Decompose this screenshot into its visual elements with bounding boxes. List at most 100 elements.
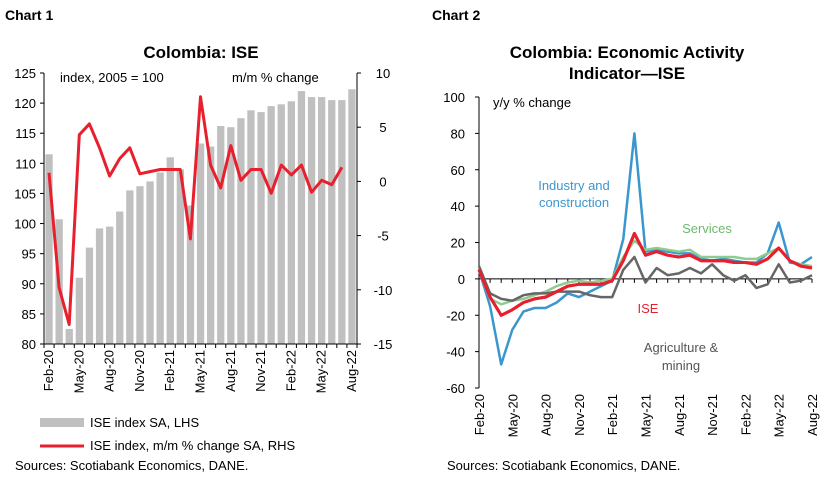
- chart1-left-tick-label: 85: [22, 307, 36, 322]
- chart1-left-tick-label: 110: [15, 156, 36, 171]
- chart1-x-tick-label: Feb-20: [41, 350, 56, 391]
- chart2-x-tick-label: May-21: [639, 394, 654, 437]
- series-line-ise-top: [477, 231, 813, 317]
- chart1-source: Sources: Scotiabank Economics, DANE.: [15, 458, 248, 473]
- chart2-x-tick-label: Feb-21: [605, 394, 620, 435]
- chart2-x-tick-label: Aug-20: [539, 394, 554, 436]
- chart2-x-tick-label: May-22: [772, 394, 787, 437]
- chart1-header: Chart 1: [5, 7, 53, 23]
- chart1-x-tick-label: May-21: [193, 350, 208, 393]
- bar-Jun-20: [85, 247, 94, 344]
- chart2-y-tick-label: 60: [451, 163, 465, 178]
- bar-Oct-20: [126, 190, 134, 344]
- bar-Nov-20: [136, 186, 144, 344]
- chart1-left-tick-label: 90: [22, 277, 36, 292]
- bar-Mar-22: [297, 91, 306, 344]
- chart1-left-tick-label: 95: [22, 247, 36, 262]
- label-industry-line2: construction: [539, 195, 609, 210]
- chart2-y-axis-label: y/y % change: [493, 95, 571, 110]
- bar-Dec-20: [146, 181, 154, 344]
- chart2-y-tick-label: 80: [451, 126, 465, 141]
- chart2-y-tick-label: 20: [451, 236, 465, 251]
- chart1-right-tick-label: 10: [376, 66, 390, 81]
- label-agriculture-line1: Agriculture &: [644, 340, 719, 355]
- chart1-left-axis-label: index, 2005 = 100: [60, 70, 164, 85]
- chart1-x-tick-label: Aug-20: [102, 350, 117, 392]
- chart1-left-tick-label: 105: [14, 186, 36, 201]
- chart2-x-tick-label: Feb-22: [738, 394, 753, 435]
- bar-Apr-21: [186, 205, 195, 344]
- label-agriculture-line2: mining: [662, 358, 700, 373]
- bar-Feb-22: [287, 101, 295, 344]
- series-line-agriculture-mining: [477, 255, 813, 302]
- bar-Sep-20: [116, 211, 124, 344]
- bar-Apr-22: [307, 97, 316, 344]
- bar-Sep-21: [237, 118, 245, 344]
- chart2-x-tick-label: May-20: [505, 394, 520, 437]
- chart2-x-tick-label: Nov-21: [705, 394, 720, 436]
- chart2-title-line1: Colombia: Economic Activity: [510, 43, 745, 62]
- chart2-y-tick-label: -40: [446, 345, 465, 360]
- chart2-x-tick-label: Feb-20: [472, 394, 487, 435]
- chart1-left-tick-label: 115: [15, 126, 36, 141]
- bar-Nov-21: [257, 112, 265, 344]
- bar-Jun-22: [328, 100, 336, 344]
- bar-Jul-21: [217, 126, 225, 344]
- bar-May-22: [318, 97, 326, 344]
- chart2-header: Chart 2: [432, 7, 480, 23]
- bar-Aug-21: [227, 127, 235, 344]
- legend-line-label: ISE index, m/m % change SA, RHS: [90, 438, 296, 453]
- chart2-source: Sources: Scotiabank Economics, DANE.: [447, 458, 680, 473]
- chart1-x-tick-label: Nov-20: [132, 350, 147, 392]
- chart1-x-tick-label: Nov-21: [253, 350, 268, 392]
- bar-Apr-20: [65, 328, 73, 344]
- chart2-title-line2: Indicator—ISE: [569, 64, 685, 83]
- chart2-y-tick-label: 40: [451, 199, 465, 214]
- chart1-plot-area: 80 85 90 95 100 105 110 115 120 125 -15 -10 -5 0 5 10 Fe…: [14, 66, 392, 393]
- chart1-left-tick-label: 100: [14, 217, 36, 232]
- bar-Feb-20: [45, 154, 53, 344]
- chart1-right-tick-label: 5: [379, 120, 386, 135]
- chart1-x-tick-label: Feb-21: [162, 350, 177, 391]
- label-services: Services: [682, 221, 732, 236]
- chart1-left-tick-label: 80: [22, 337, 36, 352]
- bar-Mar-21: [176, 169, 184, 344]
- chart2-x-tick-label: Aug-22: [805, 394, 820, 436]
- chart2-y-tick-label: -20: [446, 308, 465, 323]
- series-line-services: [477, 239, 813, 306]
- chart1-right-tick-label: -10: [374, 283, 393, 298]
- label-ise: ISE: [638, 301, 659, 316]
- series-line-industry-and-construction: [477, 132, 813, 366]
- bar-Jan-21: [156, 172, 164, 344]
- chart2-plot-area: -60 -40 -20 0 20 40 60 80 100 Feb-20 May-20 Aug-20 N…: [443, 90, 820, 437]
- bar-Jun-21: [207, 146, 215, 344]
- series-line-ise-mm: [47, 95, 344, 326]
- chart1-right-axis-label: m/m % change: [232, 70, 319, 85]
- chart1-right-tick-label: -15: [374, 337, 393, 352]
- bar-Oct-21: [247, 110, 255, 344]
- chart1-x-tick-label: May-20: [71, 350, 86, 393]
- chart1-x-tick-label: May-22: [314, 350, 329, 393]
- bar-May-20: [75, 277, 83, 344]
- bar-Jan-22: [277, 104, 285, 344]
- chart1-title: Colombia: ISE: [143, 43, 258, 62]
- legend-swatch-bar: [40, 418, 84, 427]
- bar-Feb-21: [166, 157, 174, 344]
- chart2-y-tick-label: 0: [458, 272, 465, 287]
- bar-Jul-20: [95, 228, 104, 344]
- chart2-y-tick-label: 100: [443, 90, 465, 105]
- chart1-right-tick-label: 0: [379, 174, 386, 189]
- bar-Jul-22: [338, 100, 346, 344]
- bar-Dec-21: [267, 106, 275, 344]
- label-industry-line1: Industry and: [538, 178, 610, 193]
- chart1-x-tick-label: Feb-22: [283, 350, 298, 391]
- chart2-x-tick-label: Nov-20: [572, 394, 587, 436]
- chart1-left-tick-label: 120: [14, 96, 36, 111]
- bar-Aug-20: [106, 226, 114, 344]
- chart2-y-tick-label: -60: [446, 381, 465, 396]
- chart1-x-tick-label: Aug-21: [223, 350, 238, 392]
- chart1-x-tick-label: Aug-22: [344, 350, 359, 392]
- chart1-right-tick-label: -5: [377, 229, 389, 244]
- bar-May-21: [196, 143, 205, 344]
